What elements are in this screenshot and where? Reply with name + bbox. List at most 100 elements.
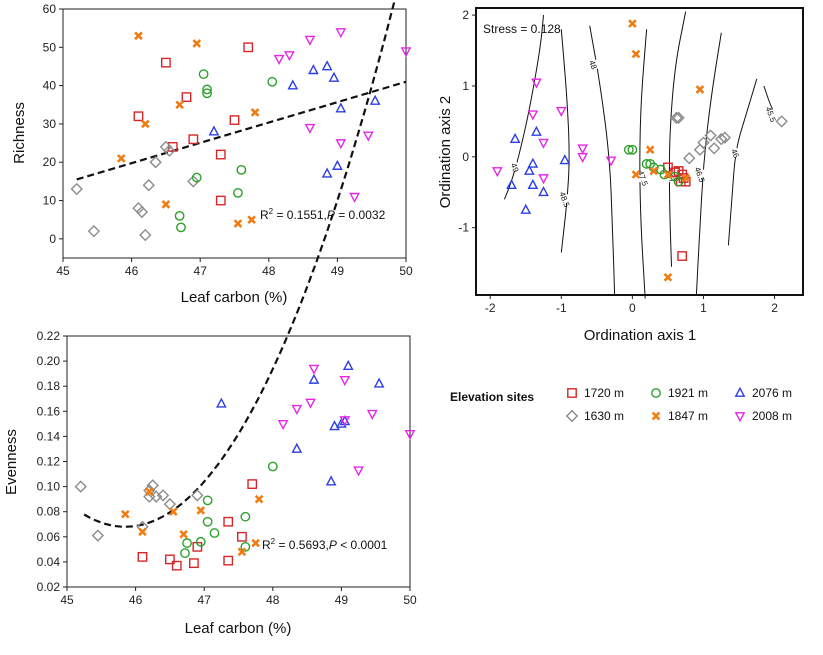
- richness-point-m1921: [176, 222, 186, 233]
- nmds-point-m1630: [672, 111, 685, 125]
- legend: Elevation sites 1720 m 1630 m 1921 m 1847 m…: [450, 386, 792, 423]
- nmds-point-m1847: [628, 19, 637, 28]
- nmds-contour-line: [560, 29, 570, 253]
- richness-point-m1630: [135, 205, 149, 219]
- nmds-point-m1847: [695, 85, 705, 94]
- evenness-point-m2008: [353, 466, 364, 477]
- richness-point-m1720: [229, 115, 240, 125]
- nmds-contour-line: [668, 11, 687, 267]
- richness-point-m1720: [215, 195, 226, 206]
- nmds-contour-label-bg: [508, 162, 523, 172]
- nmds-contour-line: [727, 78, 758, 246]
- nmds-point-m2076: [527, 178, 539, 190]
- nmds-points-layer: [491, 19, 788, 282]
- nmds-x-tick-label: 2: [771, 301, 778, 315]
- richness-point-m1847: [134, 31, 143, 41]
- evenness-r2-value: = 0.5693,: [275, 538, 329, 552]
- nmds-point-m2008: [538, 138, 549, 149]
- nmds-point-m2008: [577, 152, 588, 164]
- nmds-stress-label: Stress = 0.128: [483, 22, 561, 36]
- richness-plot-frame: [62, 8, 407, 259]
- evenness-x-axis-label: Leaf carbon (%): [185, 620, 292, 637]
- legend-title: Elevation sites: [450, 390, 534, 404]
- nmds-contour-label: 46: [729, 148, 741, 160]
- richness-panel: 45 46 47 48 49 50 0 10 20 30 40 50 60 Leaf carbon (%…: [11, 2, 413, 306]
- richness-fit-line: [76, 80, 407, 181]
- evenness-p-label: P: [329, 538, 337, 552]
- richness-point-m2008: [362, 131, 374, 142]
- evenness-point-m2076: [308, 373, 320, 384]
- evenness-point-m1921: [240, 541, 251, 552]
- richness-point-m2076: [328, 71, 340, 82]
- nmds-y-tick-label: 1: [462, 79, 469, 93]
- evenness-point-m1921: [182, 538, 192, 548]
- nmds-point-m1630: [707, 142, 721, 155]
- richness-point-m1847: [192, 39, 202, 48]
- evenness-point-m1720: [247, 479, 258, 489]
- nmds-point-m1630: [693, 143, 707, 156]
- nmds-point-m1847: [631, 49, 641, 59]
- nmds-contour-label-bg: [586, 59, 601, 69]
- richness-point-m1847: [175, 100, 184, 110]
- nmds-point-m1847: [645, 145, 655, 155]
- nmds-point-m2008: [538, 174, 549, 185]
- legend-marker-m2008: [734, 412, 746, 423]
- richness-y-tick-label: 50: [43, 40, 57, 54]
- evenness-x-tick-label: 46: [129, 593, 143, 607]
- nmds-contour-line: [503, 15, 544, 200]
- evenness-point-m1720: [137, 551, 148, 562]
- evenness-point-m1921: [195, 536, 206, 547]
- evenness-point-m1921: [240, 511, 251, 522]
- nmds-point-m2076: [531, 125, 542, 136]
- evenness-y-tick-label: 0.22: [37, 329, 61, 343]
- evenness-r2-prefix: R: [262, 538, 271, 552]
- nmds-x-axis-label: Ordination axis 1: [584, 327, 697, 344]
- richness-x-tick-label: 49: [331, 264, 345, 278]
- nmds-point-m2076: [520, 203, 532, 214]
- legend-items: 1720 m 1630 m 1921 m 1847 m 2076 m 2008 m: [565, 386, 792, 423]
- evenness-point-m2008: [339, 376, 351, 387]
- nmds-point-m2008: [527, 110, 539, 121]
- legend-label-m1847: 1847 m: [668, 409, 708, 423]
- richness-point-m2076: [287, 79, 299, 90]
- evenness-point-m1720: [223, 516, 234, 527]
- evenness-point-m1630: [156, 489, 170, 502]
- richness-point-m2008: [273, 54, 285, 65]
- evenness-point-m1720: [164, 554, 175, 565]
- evenness-y-tick-label: 0.08: [37, 505, 61, 519]
- richness-point-m1921: [202, 84, 212, 95]
- evenness-point-m1720: [223, 555, 234, 566]
- evenness-x-tick-label: 50: [403, 593, 417, 607]
- legend-label-m2076: 2076 m: [752, 386, 792, 400]
- legend-marker-m1847: [651, 411, 661, 421]
- richness-point-m1921: [202, 88, 212, 99]
- legend-label-m1630: 1630 m: [584, 409, 624, 423]
- richness-point-m1630: [187, 175, 200, 188]
- nmds-y-tick-label: 0: [462, 150, 469, 164]
- nmds-point-m1630: [718, 131, 731, 144]
- richness-point-m1921: [233, 187, 243, 198]
- evenness-point-m1847: [145, 487, 154, 496]
- richness-point-m1921: [191, 172, 202, 183]
- evenness-point-m2008: [308, 364, 320, 375]
- evenness-point-m1630: [146, 479, 159, 492]
- nmds-point-m2008: [605, 156, 617, 167]
- richness-point-m1630: [87, 224, 101, 238]
- evenness-point-m1847: [138, 527, 147, 537]
- richness-point-m1847: [247, 215, 256, 225]
- richness-point-m1847: [141, 119, 150, 129]
- richness-point-m1921: [236, 164, 247, 175]
- legend-label-m1720: 1720 m: [584, 386, 624, 400]
- richness-point-m2008: [400, 47, 412, 58]
- richness-x-tick-label: 46: [125, 264, 139, 278]
- nmds-point-m1630: [697, 136, 710, 149]
- evenness-point-m2008: [404, 429, 416, 441]
- richness-point-m2076: [332, 159, 343, 170]
- evenness-y-tick-label: 0.18: [37, 379, 61, 393]
- nmds-point-m1847: [681, 173, 691, 183]
- evenness-y-tick-label: 0.02: [37, 580, 61, 594]
- evenness-point-m1847: [251, 538, 260, 548]
- evenness-y-tick-label: 0.20: [37, 354, 61, 368]
